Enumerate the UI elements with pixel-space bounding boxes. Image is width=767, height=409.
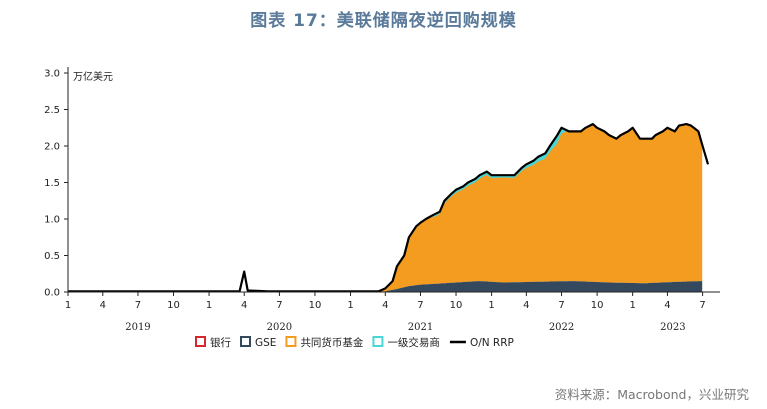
source-note: 资料来源：Macrobond，兴业研究 (554, 387, 749, 402)
x-tick-label: 4 (664, 300, 670, 311)
legend-swatch (285, 336, 297, 347)
chart-title: 图表 17：美联储隔夜逆回购规模 (250, 11, 517, 31)
legend-item: 银行 (195, 336, 231, 349)
axes-layer: 万亿美元 0.0 0.5 1.0 1.5 2.0 2.5 3.0 1 4 7 10 1 4 7 10 1 4 7 10… (44, 67, 720, 333)
y-tick-label: 2.5 (44, 105, 60, 116)
x-tick-label: 4 (241, 300, 247, 311)
legend: 银行 GSE 共同货币基金 一级交易商 O/N RRP (195, 336, 514, 349)
y-tick-label: 2.0 (44, 142, 60, 153)
x-tick-label: 7 (699, 300, 705, 311)
legend-item: 共同货币基金 (285, 336, 364, 349)
x-year-label: 2019 (125, 322, 150, 333)
legend-label: GSE (255, 337, 276, 349)
y-tick-label: 1.0 (44, 215, 60, 226)
x-tick-label: 10 (167, 300, 180, 311)
y-tick-label: 1.5 (44, 178, 60, 189)
y-unit-label: 万亿美元 (73, 70, 113, 83)
x-tick-label: 10 (591, 300, 604, 311)
x-tick-label: 4 (523, 300, 529, 311)
y-tick-label: 3.0 (44, 69, 60, 80)
x-tick-label: 1 (206, 300, 212, 311)
legend-label: 银行 (210, 336, 231, 349)
legend-swatch (240, 336, 251, 347)
gse-area (380, 281, 703, 292)
legend-swatch (372, 336, 384, 347)
legend-item: GSE (240, 336, 276, 349)
legend-swatch (195, 336, 206, 347)
x-tick-label: 1 (65, 300, 71, 311)
area-layer (68, 123, 710, 293)
x-tick-label: 7 (276, 300, 282, 311)
x-tick-label: 1 (629, 300, 635, 311)
legend-label: 共同货币基金 (300, 336, 363, 349)
x-tick-label: 7 (417, 300, 423, 311)
legend-label: 一级交易商 (387, 336, 440, 349)
x-tick-label: 7 (558, 300, 564, 311)
x-tick-label: 10 (450, 300, 463, 311)
x-tick-label: 4 (100, 300, 106, 311)
y-tick-label: 0.5 (44, 251, 60, 262)
x-tick-label: 10 (309, 300, 322, 311)
x-year-label: 2020 (267, 322, 292, 333)
x-tick-label: 7 (135, 300, 141, 311)
x-year-label: 2022 (549, 322, 574, 333)
x-year-label: 2023 (660, 322, 685, 333)
x-tick-label: 4 (382, 300, 388, 311)
y-tick-label: 0.0 (44, 288, 60, 299)
legend-label: O/N RRP (470, 337, 514, 349)
x-tick-label: 1 (347, 300, 353, 311)
x-year-label: 2021 (408, 322, 433, 333)
legend-item: 一级交易商 (372, 336, 440, 349)
rrp-line (68, 123, 710, 293)
x-tick-label: 1 (488, 300, 494, 311)
legend-item: O/N RRP (449, 337, 514, 349)
fund-area (380, 124, 703, 292)
